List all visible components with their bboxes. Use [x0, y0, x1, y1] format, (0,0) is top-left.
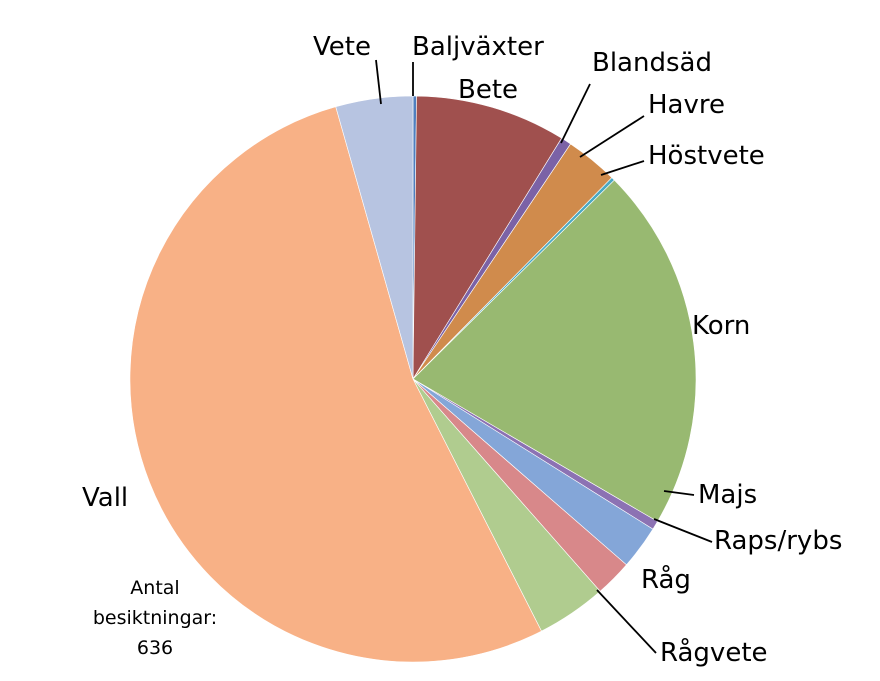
leader-line-blandsad — [560, 83, 591, 144]
slice-labels: Vete Baljväxter Bete Blandsäd Havre Höst… — [82, 32, 842, 668]
slice-label-raps-rybs: Raps/rybs — [714, 526, 842, 556]
slice-label-havre: Havre — [648, 90, 725, 120]
note-line-2: besiktningar: — [93, 607, 217, 629]
leader-line-raps-rybs — [653, 518, 713, 543]
slice-label-hostvete: Höstvete — [648, 141, 765, 171]
leader-line-vete — [375, 59, 382, 105]
slice-label-vall: Vall — [82, 483, 128, 513]
inspection-count-note: Antal besiktningar: 636 — [93, 577, 217, 659]
leader-line-ragvete — [596, 589, 657, 654]
note-line-1: Antal — [130, 577, 179, 599]
slice-label-baljvaxter: Baljväxter — [412, 32, 544, 62]
slice-bete — [412, 95, 563, 381]
slice-label-korn: Korn — [692, 311, 750, 341]
leader-line-hostvete — [600, 160, 645, 176]
note-line-3: 636 — [137, 637, 173, 659]
leader-line-majs — [663, 490, 695, 496]
leader-lines — [375, 59, 713, 654]
slice-korn — [412, 179, 697, 522]
leader-line-havre — [579, 115, 645, 158]
slice-label-majs: Majs — [698, 480, 757, 510]
slice-label-rag: Råg — [641, 564, 691, 595]
slice-label-blandsad: Blandsäd — [592, 48, 712, 78]
slice-vall — [129, 106, 542, 663]
slice-label-ragvete: Rågvete — [660, 637, 768, 668]
slice-label-vete: Vete — [313, 32, 371, 62]
slice-vete — [335, 95, 414, 380]
pie-slices — [129, 95, 697, 663]
slice-label-bete: Bete — [458, 75, 518, 105]
